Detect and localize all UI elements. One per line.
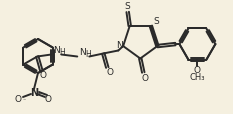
- Text: S: S: [153, 17, 159, 26]
- Text: N: N: [53, 46, 60, 54]
- Text: O: O: [14, 95, 21, 104]
- Text: N: N: [30, 87, 38, 97]
- Text: +: +: [36, 90, 42, 95]
- Text: O: O: [40, 70, 47, 79]
- Text: N: N: [116, 40, 123, 49]
- Text: H: H: [86, 50, 91, 58]
- Text: ⁻: ⁻: [22, 98, 26, 103]
- Text: O: O: [194, 66, 201, 74]
- Text: S: S: [125, 2, 130, 11]
- Text: N: N: [79, 48, 86, 57]
- Text: CH₃: CH₃: [190, 73, 205, 81]
- Text: O: O: [142, 73, 149, 82]
- Text: O: O: [107, 67, 114, 76]
- Text: O: O: [45, 95, 51, 104]
- Text: H: H: [59, 48, 65, 57]
